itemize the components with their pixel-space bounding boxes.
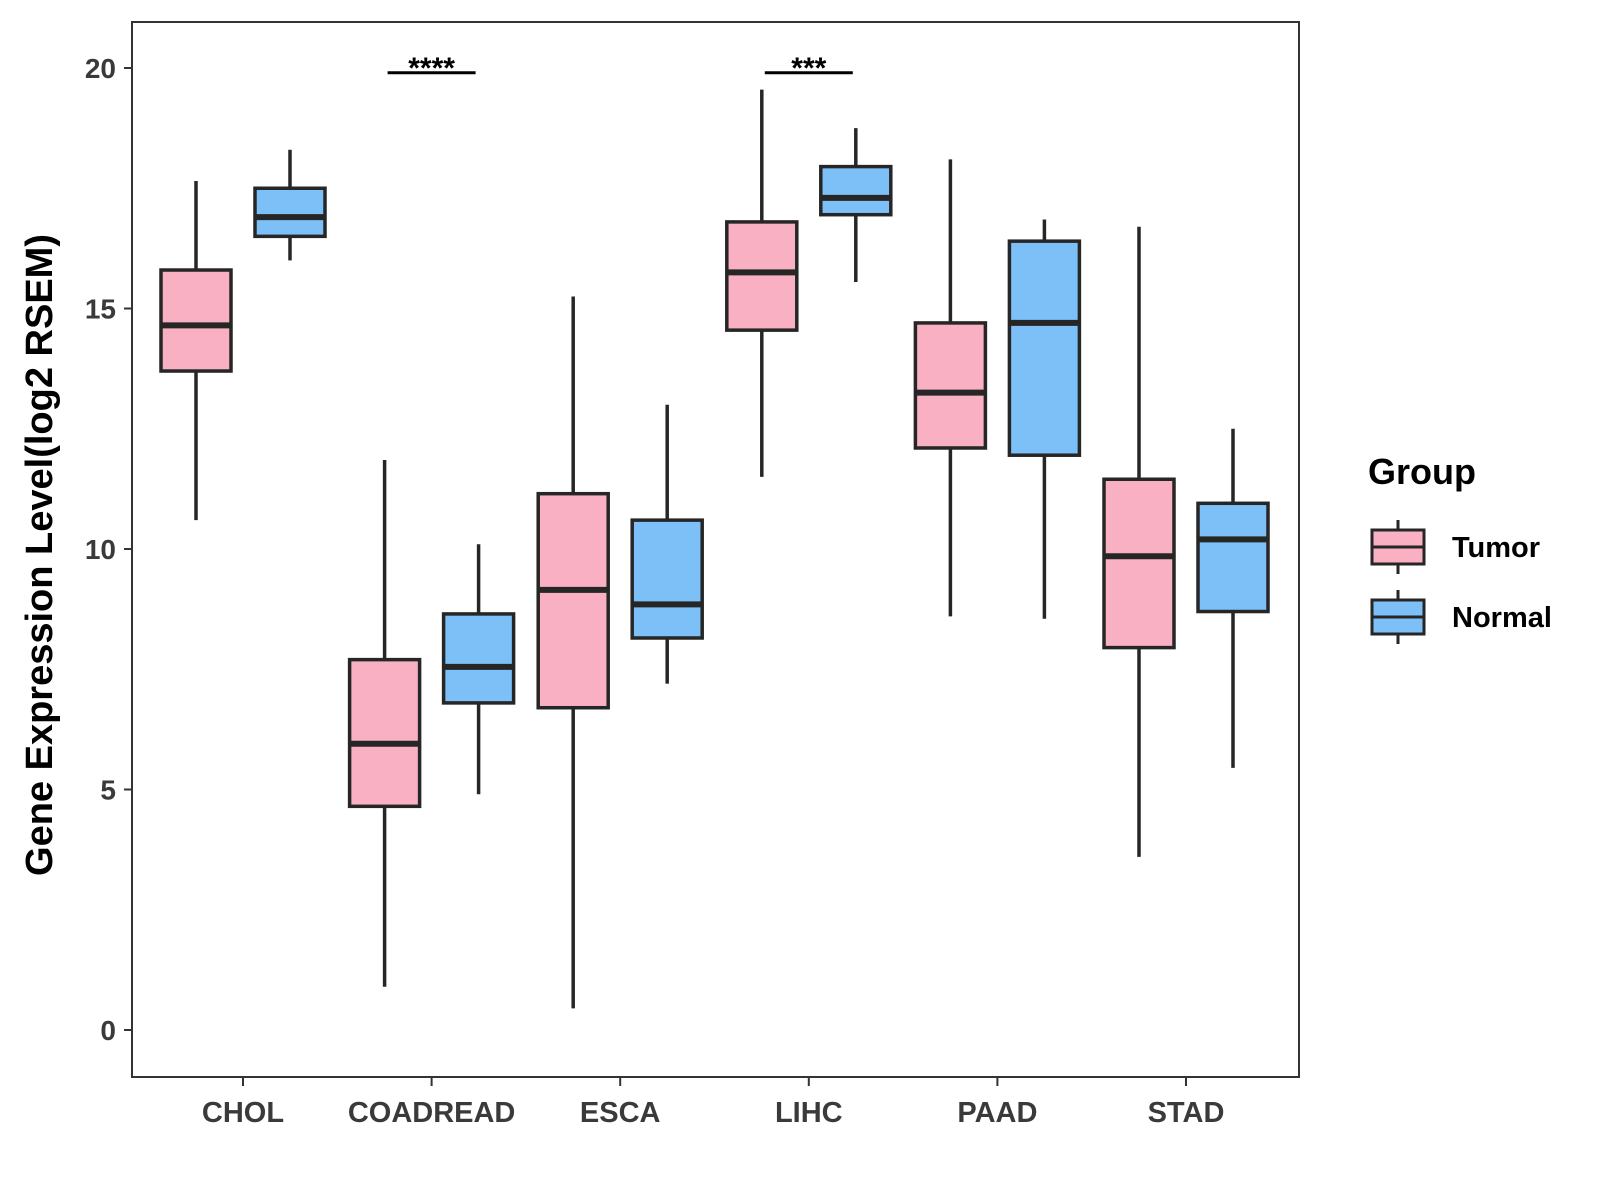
box-normal-chol <box>253 186 327 239</box>
box-normal-lihc <box>819 164 893 217</box>
x-tick-label: CHOL <box>202 1097 284 1129</box>
box-normal-stad <box>1196 501 1270 614</box>
box-tumor-chol <box>159 268 233 373</box>
box-normal-esca <box>630 518 704 640</box>
x-tick-label: LIHC <box>775 1097 843 1129</box>
legend: Group Tumor Normal <box>1368 451 1552 644</box>
significance-label: **** <box>408 52 455 85</box>
y-tick-label: 15 <box>85 294 116 325</box>
box-tumor-coadread <box>347 657 422 809</box>
legend-title: Group <box>1368 451 1476 492</box>
box-tumor-esca <box>536 491 610 710</box>
x-tick-label: STAD <box>1148 1097 1225 1129</box>
y-tick-label: 20 <box>85 53 116 84</box>
x-tick-label: COADREAD <box>348 1097 516 1129</box>
box-normal-paad <box>1007 239 1082 457</box>
significance-label: *** <box>791 52 826 85</box>
box-tumor-paad <box>913 321 988 450</box>
y-tick-label: 5 <box>100 775 116 806</box>
x-tick-label: PAAD <box>957 1097 1037 1129</box>
y-tick-label: 0 <box>100 1015 116 1046</box>
x-tick-label: ESCA <box>580 1097 661 1129</box>
box-normal-coadread <box>441 612 516 705</box>
legend-label-tumor: Tumor <box>1452 532 1540 564</box>
box-tumor-stad <box>1102 477 1176 650</box>
legend-label-normal: Normal <box>1452 602 1552 634</box>
box-tumor-lihc <box>725 220 799 332</box>
y-axis-title: Gene Expression Level(log2 RSEM) <box>19 234 61 876</box>
y-tick-label: 10 <box>85 534 116 565</box>
